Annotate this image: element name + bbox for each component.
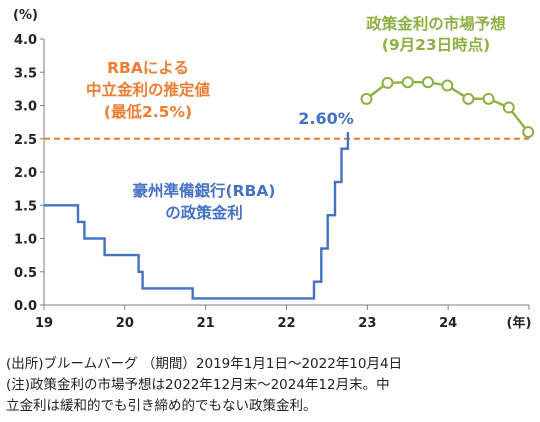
neutral-rate-label: 中立金利の推定値	[86, 80, 211, 99]
rba-rate-label: の政策金利	[165, 203, 243, 222]
rba-rate-label: 豪州準備銀行(RBA)	[133, 181, 276, 200]
forecast-point	[462, 92, 475, 105]
x-unit-label: (年)	[507, 315, 532, 331]
forecast-point	[421, 76, 434, 89]
forecast-point	[381, 76, 394, 89]
forecast-point	[522, 126, 535, 139]
forecast-point	[482, 92, 495, 105]
last-value-label: 2.60%	[298, 109, 354, 128]
y-tick-label: 3.0	[14, 100, 37, 115]
y-tick-label: 2.0	[14, 166, 37, 181]
y-tick-label: 0.0	[14, 299, 37, 314]
rba-policy-rate-line	[44, 132, 350, 300]
forecast-label: (9月23日時点)	[382, 35, 491, 54]
x-tick-label: 22	[277, 316, 295, 331]
source-note: (出所)ブルームバーグ （期間）2019年1月1日～2022年10月4日	[6, 356, 403, 372]
neutral-rate-label: RBAによる	[107, 59, 189, 77]
y-tick-label: 0.5	[14, 266, 37, 281]
forecast-point	[360, 92, 373, 105]
forecast-label: 政策金利の市場予想	[366, 14, 506, 33]
x-tick-label: 21	[197, 316, 215, 331]
note-line-1: (注)政策金利の市場予想は2022年12月末～2024年12月末。中	[6, 377, 390, 393]
rate-chart: 0.0 0.5 1.0 1.5 2.0 2.5 3.0 3.5 4.0 (%) 19 20 21 22 23…	[13, 8, 535, 331]
x-tick-label: 20	[116, 316, 134, 331]
y-tick-label: 3.5	[14, 66, 37, 81]
y-tick-label: 1.0	[14, 233, 37, 248]
y-tick-label: 1.5	[14, 199, 37, 214]
forecast-point	[502, 101, 515, 114]
y-tick-label: 4.0	[14, 33, 37, 48]
x-tick-label: 23	[358, 316, 376, 331]
note-line-2: 立金利は緩和的でも引き締め的でもない政策金利。	[6, 398, 317, 414]
y-tick-label: 2.5	[14, 133, 37, 148]
neutral-rate-label: (最低2.5%)	[104, 102, 192, 121]
y-unit-label: (%)	[13, 8, 38, 23]
forecast-point	[441, 79, 454, 92]
forecast-point	[401, 76, 414, 89]
x-tick-label: 24	[439, 316, 457, 331]
x-tick-label: 19	[35, 316, 53, 331]
